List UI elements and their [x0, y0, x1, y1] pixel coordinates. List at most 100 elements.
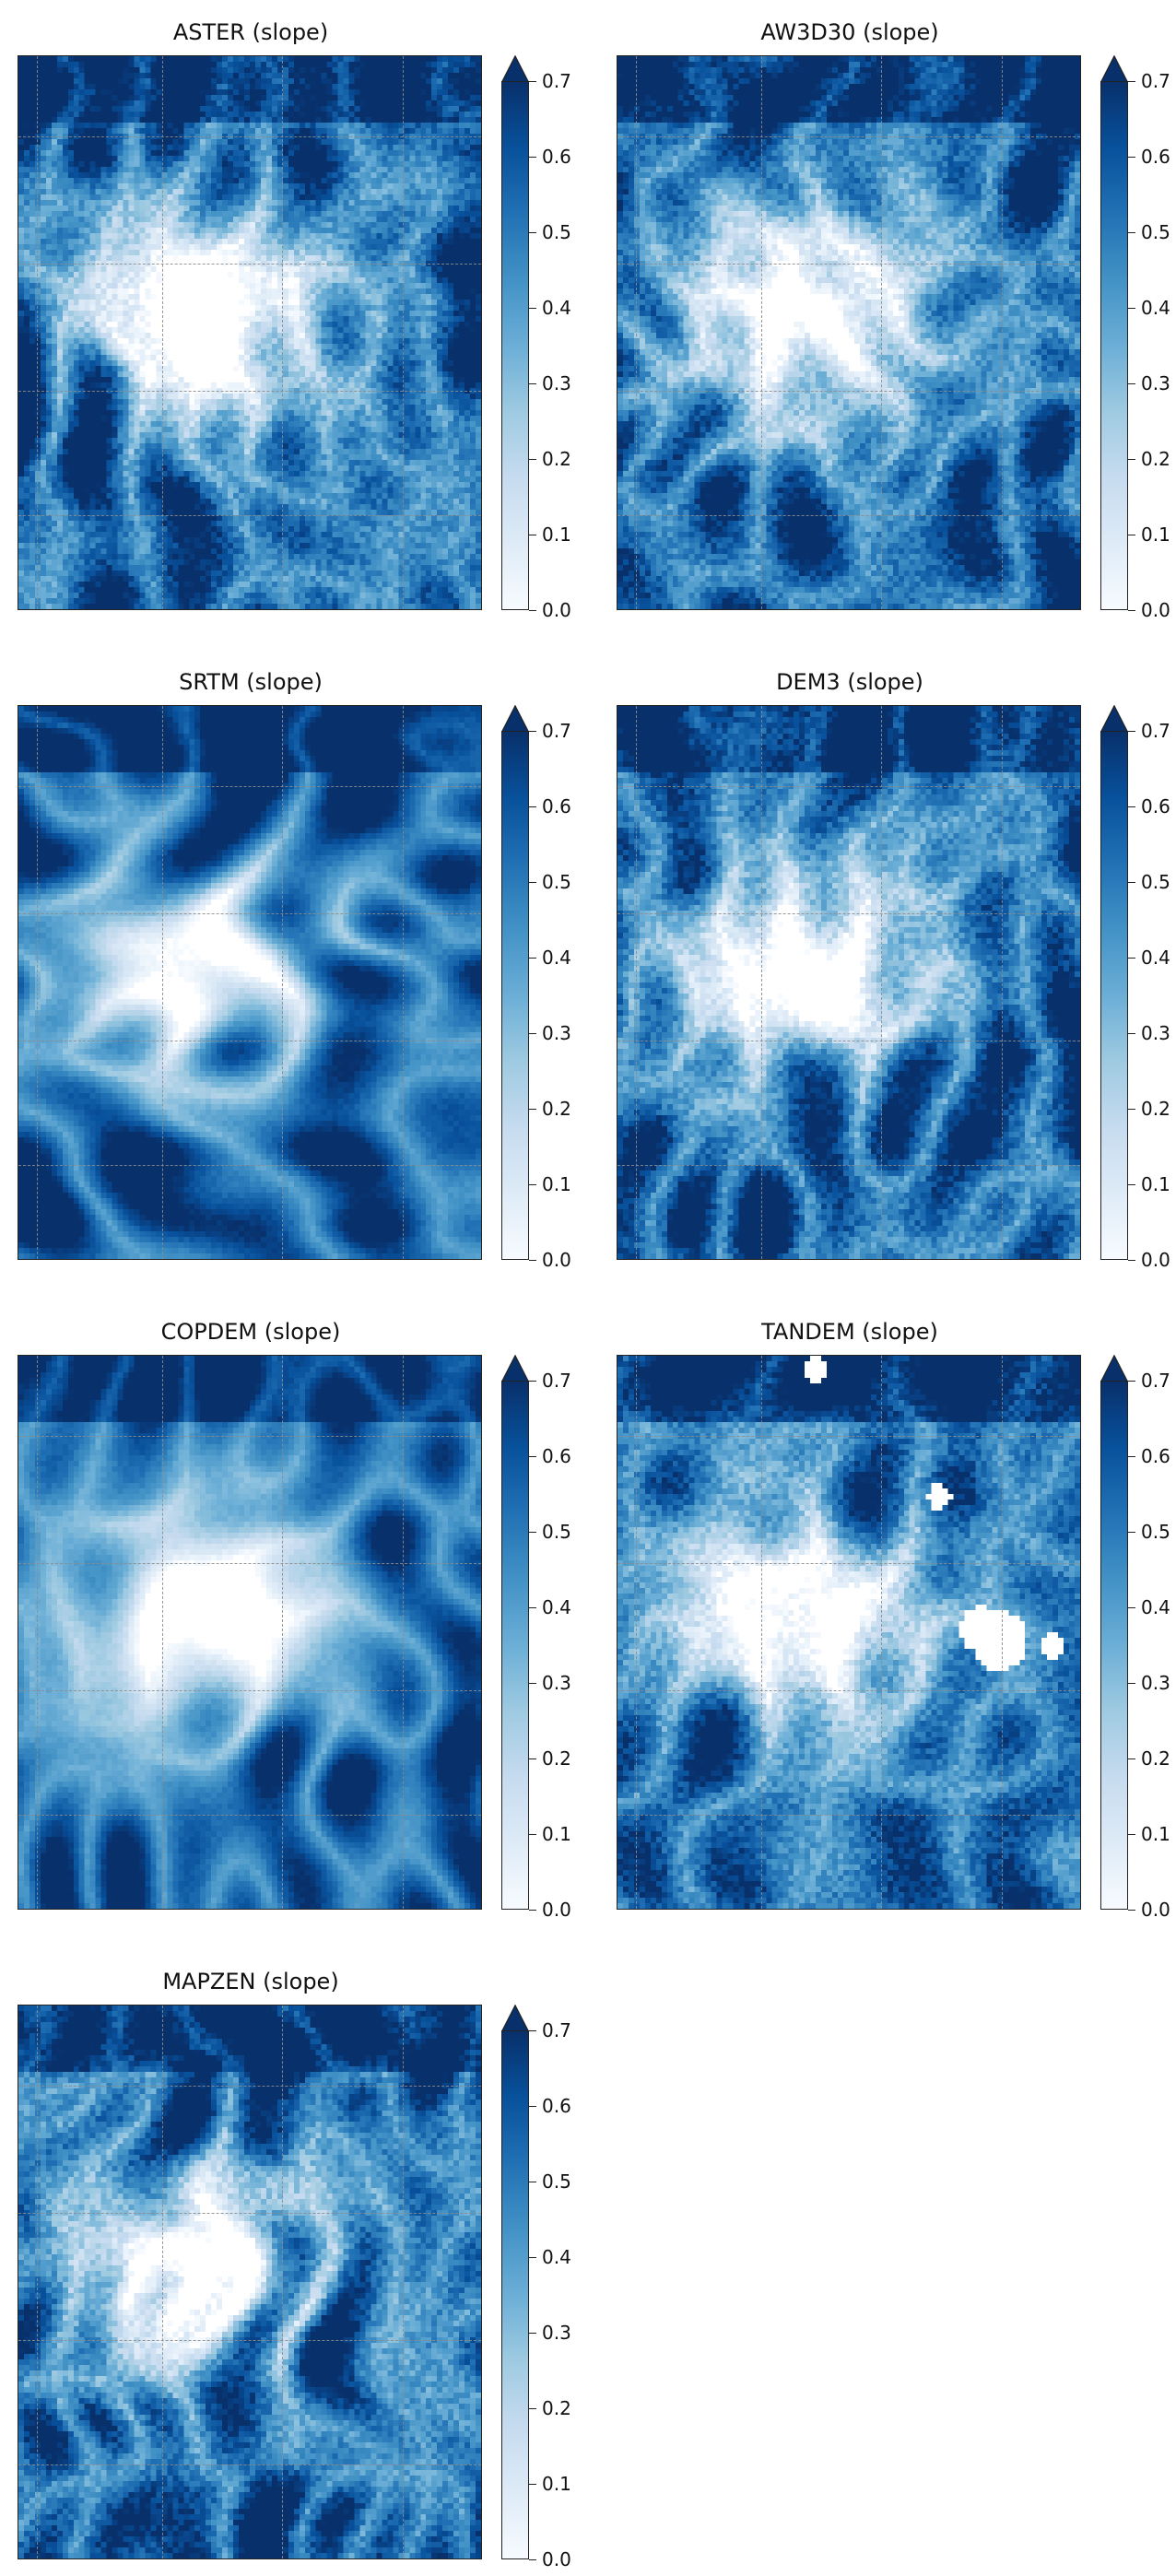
colorbar-tick-label: 0.4: [1141, 297, 1170, 319]
colorbar-tick-label: 0.6: [542, 795, 571, 817]
colorbar-tick-label: 0.5: [1141, 871, 1170, 893]
colorbar-tick-label: 0.7: [542, 720, 571, 742]
colorbar-tick-label: 0.1: [1141, 1823, 1170, 1845]
colorbar-gradient: [501, 731, 529, 1260]
colorbar-tick-label: 0.7: [542, 70, 571, 92]
colorbar-tick: [1128, 1184, 1135, 1185]
map-panel: DEM3 (slope) 0.0 0.1 0.2 0.3 0.4 0.5 0.6 0.7: [603, 668, 1176, 1276]
gridline-vertical: [161, 706, 163, 1259]
colorbar-tick: [529, 806, 536, 807]
panel-title: AW3D30 (slope): [760, 19, 939, 45]
colorbar-tick-label: 0.7: [1141, 70, 1170, 92]
colorbar-tick: [1128, 1834, 1135, 1835]
gridline-horizontal: [18, 2086, 481, 2087]
colorbar-extend-arrow: [501, 1355, 529, 1382]
slope-heatmap: [18, 705, 482, 1260]
colorbar-tick: [1128, 81, 1135, 82]
colorbar-tick-label: 0.0: [1141, 1249, 1170, 1271]
colorbar-tick: [1128, 157, 1135, 158]
colorbar-tick: [1128, 958, 1135, 959]
colorbar: 0.0 0.1 0.2 0.3 0.4 0.5 0.6 0.7: [501, 1355, 571, 1920]
colorbar-tick: [529, 2408, 536, 2409]
gridline-horizontal: [617, 391, 1080, 392]
colorbar-extend-arrow: [1100, 1355, 1128, 1382]
colorbar-gradient: [501, 81, 529, 610]
gridline-horizontal: [617, 1563, 1080, 1564]
gridline-vertical: [37, 2006, 39, 2558]
colorbar-tick: [529, 1607, 536, 1608]
colorbar-tick: [1128, 610, 1135, 611]
gridline-horizontal: [18, 1436, 481, 1437]
gridline-vertical: [760, 706, 762, 1259]
colorbar-tick-label: 0.1: [542, 1823, 571, 1845]
colorbar-extend-arrow: [501, 55, 529, 82]
panel-title: TANDEM (slope): [761, 1319, 938, 1345]
colorbar-tick-label: 0.0: [542, 2548, 571, 2570]
panel-title: DEM3 (slope): [776, 669, 923, 695]
colorbar-gradient: [1100, 81, 1128, 610]
colorbar-tick: [529, 1456, 536, 1457]
gridline-vertical: [402, 1356, 404, 1909]
colorbar-tick: [529, 2257, 536, 2258]
colorbar-tick: [1128, 806, 1135, 807]
map-panel: TANDEM (slope) 0.0 0.1 0.2 0.3 0.4 0.5 0.6 0.7: [603, 1318, 1176, 1926]
colorbar-tick-label: 0.6: [542, 1445, 571, 1467]
colorbar-tick: [1128, 459, 1135, 460]
gridline-vertical: [37, 706, 39, 1259]
gridline-horizontal: [18, 2340, 481, 2341]
colorbar-tick: [1128, 383, 1135, 384]
map-panel: AW3D30 (slope) 0.0 0.1 0.2 0.3 0.4 0.5 0.6 0.7: [603, 18, 1176, 627]
colorbar-tick-label: 0.0: [542, 1899, 571, 1921]
gridline-horizontal: [18, 786, 481, 787]
gridline-horizontal: [617, 1690, 1080, 1691]
gridline-vertical: [282, 1356, 284, 1909]
gridline-horizontal: [18, 1815, 481, 1816]
colorbar-tick-label: 0.7: [542, 2019, 571, 2041]
gridline-horizontal: [617, 1815, 1080, 1816]
gridline-vertical: [402, 2006, 404, 2558]
colorbar-tick: [529, 383, 536, 384]
colorbar-tick: [1128, 1607, 1135, 1608]
colorbar-tick-label: 0.6: [1141, 146, 1170, 168]
colorbar-tick-label: 0.0: [542, 1249, 571, 1271]
colorbar-tick: [1128, 1260, 1135, 1261]
colorbar-gradient: [501, 1381, 529, 1910]
colorbar: 0.0 0.1 0.2 0.3 0.4 0.5 0.6 0.7: [501, 705, 571, 1270]
colorbar-tick: [529, 157, 536, 158]
colorbar: 0.0 0.1 0.2 0.3 0.4 0.5 0.6 0.7: [1100, 55, 1170, 620]
gridline-vertical: [636, 706, 638, 1259]
slope-heatmap: [617, 1355, 1081, 1910]
colorbar-tick: [529, 2030, 536, 2031]
colorbar-tick-label: 0.3: [542, 2322, 571, 2344]
colorbar-tick: [529, 2333, 536, 2334]
gridline-vertical: [161, 2006, 163, 2558]
gridline-vertical: [636, 56, 638, 609]
panel-title: COPDEM (slope): [160, 1319, 341, 1345]
gridline-horizontal: [18, 1165, 481, 1166]
gridline-horizontal: [617, 1165, 1080, 1166]
gridline-vertical: [881, 1356, 883, 1909]
colorbar-tick: [529, 1033, 536, 1034]
colorbar-tick-label: 0.2: [1141, 1098, 1170, 1120]
colorbar-tick: [529, 1109, 536, 1110]
colorbar-tick-label: 0.5: [1141, 221, 1170, 243]
slope-raster: [18, 56, 481, 609]
colorbar-tick-label: 0.3: [542, 1672, 571, 1694]
colorbar-tick-label: 0.4: [542, 297, 571, 319]
colorbar-gradient: [1100, 731, 1128, 1260]
panel-title: MAPZEN (slope): [162, 1969, 339, 1994]
colorbar-tick: [529, 2106, 536, 2107]
colorbar-tick: [1128, 1683, 1135, 1684]
colorbar-tick: [529, 1683, 536, 1684]
map-panel: COPDEM (slope) 0.0 0.1 0.2 0.3 0.4 0.5 0.6 0.7: [4, 1318, 594, 1926]
gridline-horizontal: [18, 2464, 481, 2465]
gridline-vertical: [282, 706, 284, 1259]
panel-title: ASTER (slope): [172, 19, 329, 45]
colorbar-tick-label: 0.2: [542, 1098, 571, 1120]
gridline-vertical: [881, 706, 883, 1259]
colorbar-extend-arrow: [1100, 55, 1128, 82]
colorbar-tick-label: 0.4: [542, 1596, 571, 1618]
colorbar-gradient: [1100, 1381, 1128, 1910]
colorbar-tick: [1128, 1033, 1135, 1034]
gridline-vertical: [37, 56, 39, 609]
